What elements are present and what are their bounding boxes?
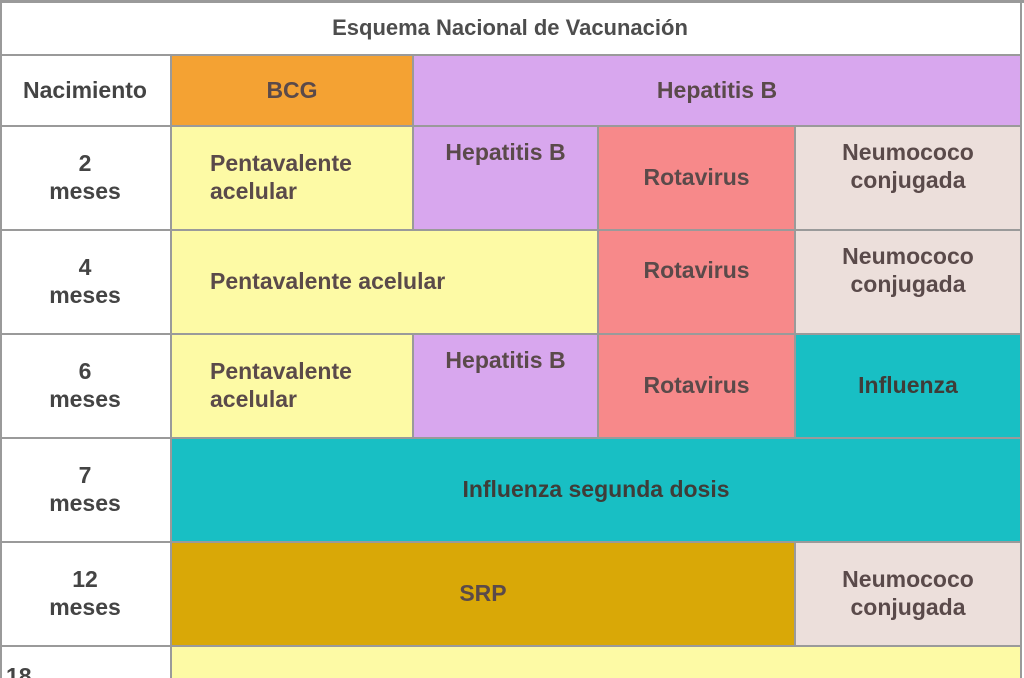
vaccine-cell-pentavalente: Pentavalente acelular	[172, 127, 414, 231]
table-top-border	[0, 0, 1024, 3]
age-cell-6-months: 6 meses	[0, 335, 172, 439]
age-cell-18-months: 18	[0, 647, 172, 678]
age-number: 18	[6, 663, 32, 678]
vaccine-cell-hepatitis-b: Hepatitis B	[414, 56, 1022, 127]
vaccine-cell-cut-off	[172, 647, 1022, 678]
age-cell-4-months: 4 meses	[0, 231, 172, 335]
age-number: 4	[78, 254, 92, 281]
vaccine-cell-bcg: BCG	[172, 56, 414, 127]
age-cell-2-months: 2 meses	[0, 127, 172, 231]
vaccine-cell-neumococo: Neumococo conjugada	[796, 543, 1022, 647]
table-title: Esquema Nacional de Vacunación	[0, 3, 1022, 56]
vaccine-cell-influenza-second-dose: Influenza segunda dosis	[172, 439, 1022, 543]
age-cell-7-months: 7 meses	[0, 439, 172, 543]
vaccine-cell-rotavirus: Rotavirus	[599, 127, 796, 231]
age-cell-12-months: 12 meses	[0, 543, 172, 647]
age-number: 6	[78, 358, 92, 385]
age-number: 2	[78, 150, 92, 177]
vaccine-cell-rotavirus: Rotavirus	[599, 335, 796, 439]
age-number: 7	[78, 462, 92, 489]
age-unit: meses	[49, 282, 121, 308]
vaccine-cell-influenza: Influenza	[796, 335, 1022, 439]
age-cell-birth: Nacimiento	[0, 56, 172, 127]
age-unit: meses	[49, 490, 121, 516]
vaccine-cell-rotavirus: Rotavirus	[599, 231, 796, 335]
vaccine-cell-srp: SRP	[172, 543, 796, 647]
vaccine-cell-pentavalente: Pentavalente acelular	[172, 231, 599, 335]
vaccine-cell-hepatitis-b: Hepatitis B	[414, 127, 599, 231]
age-unit: meses	[49, 594, 121, 620]
vaccine-cell-neumococo: Neumococo conjugada	[796, 127, 1022, 231]
table-left-border	[0, 0, 2, 678]
age-unit: meses	[49, 178, 121, 204]
vaccine-cell-hepatitis-b: Hepatitis B	[414, 335, 599, 439]
age-number: 12	[72, 566, 98, 593]
vaccine-cell-pentavalente: Pentavalente acelular	[172, 335, 414, 439]
age-unit: meses	[49, 386, 121, 412]
vaccine-cell-neumococo: Neumococo conjugada	[796, 231, 1022, 335]
